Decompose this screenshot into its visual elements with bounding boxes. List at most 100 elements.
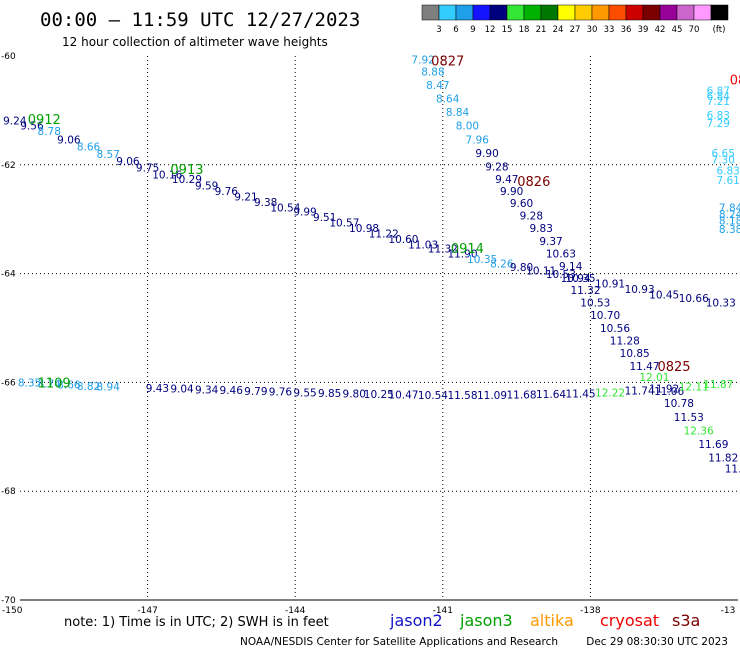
wave-height-label: 7.30 [712,154,735,166]
wave-height-label: 7.61 [716,175,739,187]
x-tick-label: -13 [721,606,736,616]
colorbar-label: 30 [587,25,598,35]
colorbar-label: 18 [519,25,530,35]
wave-height-label: 9.80 [510,262,533,274]
wave-height-label: 8.82 [77,381,100,393]
wave-height-label: 9.38 [254,197,277,209]
wave-height-label: 9.06 [57,134,81,146]
wave-height-label: 10.56 [600,323,630,335]
wave-height-label: 9.56 [20,121,44,133]
wave-height-label: 9.43 [146,383,169,395]
wave-height-label: 11.45 [566,388,596,400]
colorbar-swatch [591,4,610,21]
wave-height-label: 6.84 [707,91,731,103]
wave-height-label: 6.83 [707,110,730,122]
wave-height-label: 9.79 [244,386,267,398]
footer: note: 1) Time is in UTC; 2) SWH is in fe… [64,611,728,648]
legend-entry: s3a [672,611,700,630]
wave-height-label: 9.47 [495,174,518,186]
colorbar-label: 21 [536,25,547,35]
wave-height-label: 11.90 [447,249,477,261]
wave-height-label: 8.78 [38,126,61,138]
pass-time-label: 0912 [28,113,61,128]
wave-height-label: 8.84 [446,107,470,119]
wave-height-label: 10.29 [172,174,202,186]
y-tick-label: -70 [1,596,16,606]
legend-entry: jason2 [389,611,443,630]
wave-height-label: 9.37 [539,236,562,248]
colorbar-label: 42 [655,25,666,35]
wave-height-label: 11.32 [428,244,458,256]
y-tick-labels: -60 -62 -64 -66 -68 -70 [1,52,16,606]
wave-height-label: 11.06 [654,386,684,398]
wave-height-label: 9.75 [136,163,159,175]
wave-height-label: 10.35 [467,254,497,266]
wave-height-label: 9.14 [559,261,583,273]
pass-time-label: 0826 [517,175,550,190]
colorbar-label: 70 [689,25,700,35]
colorbar-swatch [506,4,525,21]
wave-height-label: 11.68 [506,389,536,401]
colorbar-swatch [523,4,542,21]
wave-height-label: 9.24 [3,115,27,127]
wave-height-label: 7.92 [411,54,434,66]
wave-height-label: 8.88 [421,66,444,78]
wave-height-label: 8.35 [18,377,41,389]
wave-height-label: 10.45 [649,289,679,301]
wave-height-label: 11.22 [369,228,399,240]
wave-height-label: 11. [725,463,740,475]
y-tick-label: -62 [1,161,16,171]
wave-height-label: 11.32 [570,285,600,297]
wave-height-label: 9.90 [500,186,523,198]
wave-height-label: 9.04 [170,383,194,395]
legend-entry: altika [530,611,574,630]
colorbar-swatch [455,4,474,21]
wave-height-label: 11.28 [610,336,640,348]
wave-height-label: 10.91 [595,278,625,290]
wave-height-label: 8.26 [490,258,514,270]
wave-height-label: 9.51 [313,212,336,224]
wave-height-label: 10.78 [664,398,694,410]
wave-height-label: 10.53 [546,269,576,281]
wave-height-label: 10.98 [349,223,379,235]
colorbar-swatch [421,4,440,21]
colorbar-label: 6 [453,25,458,35]
wave-height-label: 8.38 [719,224,740,236]
colorbar-swatch [540,4,559,21]
pass-time-label: 0827 [431,54,464,69]
y-tick-label: -60 [1,52,16,62]
wave-height-label: 11.03 [408,239,438,251]
pass-time-label: 0913 [170,163,203,178]
colorbar-label: 45 [672,25,683,35]
wave-height-label: 9.55 [293,387,316,399]
pass-time-label: 0825 [657,360,690,375]
wave-height-label: 9.80 [343,388,366,400]
wave-height-label: 10.93 [625,284,655,296]
colorbar-swatch [574,4,593,21]
wave-height-label: 12.22 [595,387,625,399]
wave-height-label: 9.85 [318,388,341,400]
wave-height-label: 12.36 [684,425,714,437]
colorbar-swatch [642,4,661,21]
wave-height-label: 10.57 [329,218,359,230]
satellite-legend: jason2 jason3 altika cryosat s3a [389,611,700,630]
wave-height-label: 10.94 [561,273,591,285]
plot-area: -150 -147 -144 -141 -138 -13 -60-62-64-66-68-… [1,52,740,616]
wave-height-label: 9.76 [269,387,293,399]
header: 00:00 – 11:59 UTC 12/27/2023 12 hour col… [40,9,360,49]
wave-height-label: 12.11 [679,381,709,393]
wave-height-label: 9.28 [485,162,508,174]
wave-height-label: 10.85 [620,348,650,360]
wave-height-label: 9.83 [530,223,553,235]
wave-height-label: 8.47 [426,80,449,92]
colorbar-label: 3 [436,25,441,35]
wave-height-label: 8.18 [719,215,740,227]
colorbar-label: 9 [470,25,475,35]
colorbar-swatch [693,4,712,21]
wave-height-label: 6.83 [716,165,739,177]
wave-height-label: 11.92 [649,383,679,395]
wave-height-label: 7.29 [707,118,730,130]
pass-time-label: 08 [730,73,740,88]
wave-height-label: 7.96 [466,134,490,146]
